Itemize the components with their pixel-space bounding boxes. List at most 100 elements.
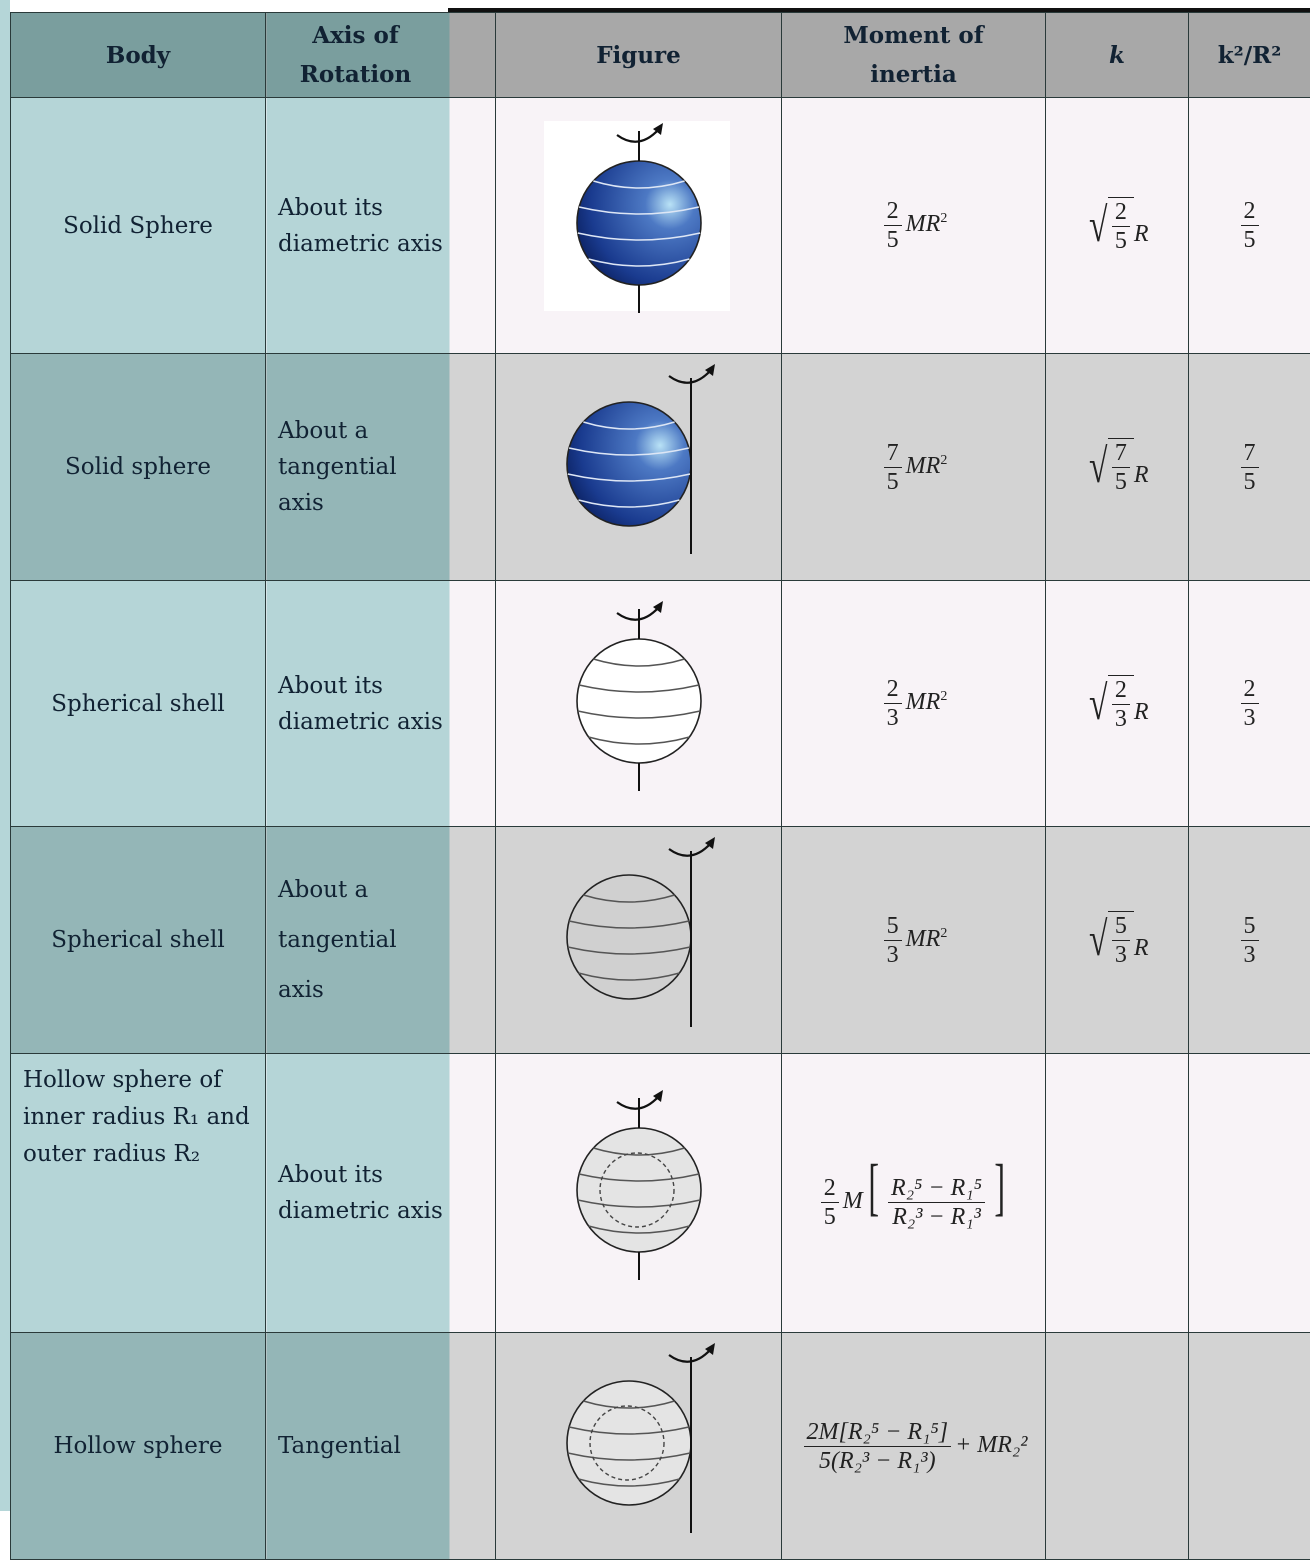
header-cell: Moment of inertia	[782, 13, 1046, 98]
denominator: 5	[821, 1203, 839, 1231]
table-row: Hollow sphere Tangential 2M[R₂⁵ − R₁⁵]5(…	[11, 1333, 1310, 1560]
numerator: 2M[R₂⁵ − R₁⁵]	[804, 1418, 952, 1447]
denominator: 3	[1241, 941, 1259, 969]
header-cell: Figure	[496, 13, 782, 98]
denominator: 3	[1241, 704, 1259, 732]
axis-text: About a tangential axis	[278, 413, 448, 521]
table-row: Spherical shell About its diametric axis…	[11, 581, 1310, 827]
figure-cell	[496, 1333, 782, 1560]
figure-cell	[496, 1054, 782, 1333]
exponent: 2	[940, 689, 947, 704]
expr: MR	[906, 453, 941, 479]
table-row: Hollow sphere of inner radius R₁ and out…	[11, 1054, 1310, 1333]
axis-text: About its diametric axis	[278, 1157, 448, 1229]
body-cell: Hollow sphere of inner radius R₁ and out…	[11, 1054, 266, 1333]
numerator: 5	[1112, 912, 1130, 941]
denominator: 3	[1112, 705, 1130, 733]
body-cell: Spherical shell	[11, 827, 266, 1054]
header-cell: k²/R²	[1189, 13, 1310, 98]
numerator: 5	[884, 912, 902, 941]
numerator: 2	[1112, 676, 1130, 705]
figure	[519, 113, 759, 333]
k-cell	[1046, 1054, 1189, 1333]
denominator: 5(R₂³ − R₁³)	[816, 1447, 939, 1475]
denominator: 3	[884, 941, 902, 969]
body-cell: Hollow sphere	[11, 1333, 266, 1560]
inertia-table: Body Axis of Rotation Figure Moment of i…	[10, 12, 1310, 1560]
denominator: 3	[1112, 941, 1130, 969]
numerator: 7	[884, 439, 902, 468]
axis-text: About its diametric axis	[278, 668, 448, 740]
axis-text: About its diametric axis	[278, 190, 448, 262]
numerator: 5	[1241, 912, 1259, 941]
numerator: 2	[821, 1174, 839, 1203]
exponent: 2	[940, 211, 947, 226]
figure	[519, 1080, 759, 1300]
denominator: 5	[884, 468, 902, 496]
expr: R	[1134, 935, 1149, 961]
header-cell: Axis of Rotation	[266, 13, 496, 98]
numerator: 2	[1241, 197, 1259, 226]
body-cell: Solid Sphere	[11, 98, 266, 354]
fraction: 2M[R₂⁵ − R₁⁵]5(R₂³ − R₁³)	[804, 1418, 952, 1475]
expr: + MR₂²	[955, 1432, 1027, 1458]
numerator: 7	[1112, 439, 1130, 468]
expr: MR	[906, 211, 941, 237]
figure	[519, 354, 759, 574]
denominator: 5	[1112, 227, 1130, 255]
denominator: R₂³ − R₁³	[889, 1203, 984, 1231]
numerator: 2	[884, 675, 902, 704]
axis-text: About a tangential axis	[278, 865, 448, 1015]
numerator: 2	[884, 197, 902, 226]
figure-cell	[496, 581, 782, 827]
numerator: 2	[1112, 198, 1130, 227]
moment-cell: 2M[R₂⁵ − R₁⁵]5(R₂³ − R₁³)+ MR₂²	[782, 1333, 1046, 1560]
page: Body Axis of Rotation Figure Moment of i…	[0, 0, 1310, 1511]
header-cell: k	[1046, 13, 1189, 98]
expr: R	[1134, 221, 1149, 247]
axis-cell: About its diametric axis	[266, 98, 496, 354]
axis-cell: About a tangential axis	[266, 827, 496, 1054]
denominator: 5	[1241, 226, 1259, 254]
ratio-cell	[1189, 1333, 1310, 1560]
numerator: R₂⁵ − R₁⁵	[888, 1174, 985, 1203]
figure	[519, 827, 759, 1047]
figure-cell	[496, 98, 782, 354]
denominator: 3	[884, 704, 902, 732]
expr: MR	[906, 926, 941, 952]
k-cell	[1046, 1333, 1189, 1560]
axis-text: Tangential	[278, 1428, 448, 1464]
expr: MR	[906, 689, 941, 715]
axis-cell: About its diametric axis	[266, 1054, 496, 1333]
